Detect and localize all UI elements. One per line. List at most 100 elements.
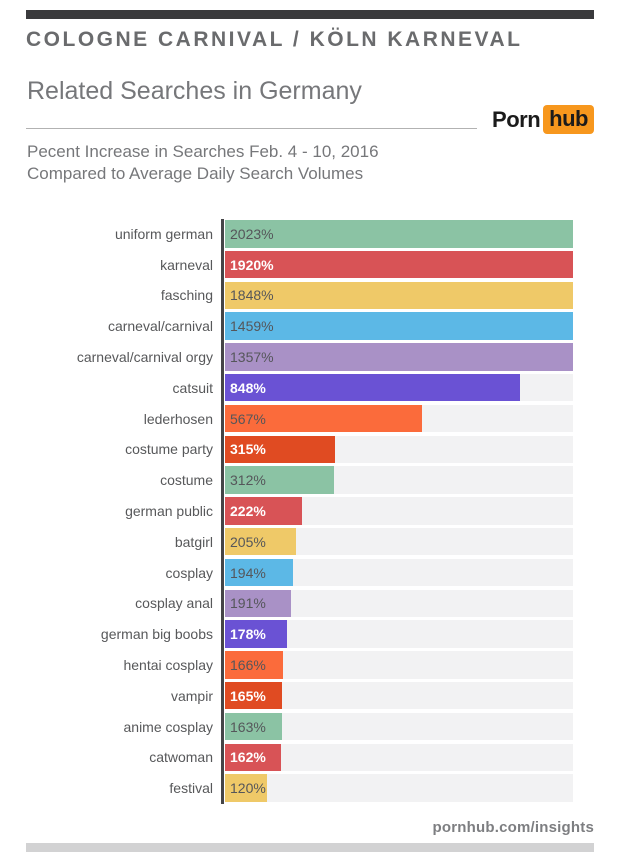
value-label: 315% [230,441,266,458]
value-label: 2023% [230,225,274,242]
bar-track: 567% [225,404,573,433]
bar: 848% [225,373,521,402]
value-label: 848% [230,379,266,396]
chart-row: lederhosen 567% [26,404,573,433]
chart-row: hentai cosplay 166% [26,651,573,679]
bar: 2023% [225,220,573,248]
category-label: costume [160,472,213,489]
bar-track: 1459% [225,312,573,340]
value-label: 194% [230,564,266,581]
category-label: german public [125,502,213,519]
chart-row: carneval/carnival orgy 1357% [26,343,573,371]
bar: 166% [225,651,283,679]
value-label: 178% [230,626,266,643]
chart-row: festival 120% [26,774,573,802]
bar: 1920% [225,250,573,279]
bar-track: 315% [225,435,573,464]
divider-rule [26,128,477,129]
bar-track: 165% [225,681,573,710]
value-label: 1459% [230,318,274,335]
bar: 312% [225,466,334,494]
bottom-accent-bar [26,843,594,852]
value-label: 1920% [230,256,274,273]
bar-track: 205% [225,527,573,556]
value-label: 222% [230,502,266,519]
category-label: fasching [160,287,213,304]
category-label: catsuit [172,379,213,396]
bar-track: 1357% [225,343,573,371]
top-accent-bar [26,10,594,19]
bar: 165% [225,681,283,710]
description-line-1: Pecent Increase in Searches Feb. 4 - 10,… [27,142,379,161]
bar-track: 166% [225,651,573,679]
chart-row: batgirl 205% [26,527,573,556]
category-label: festival [169,780,213,797]
bar-track: 162% [225,743,573,772]
bar: 178% [225,620,287,648]
chart-row: catsuit 848% [26,373,573,402]
chart-row: carneval/carnival 1459% [26,312,573,340]
logo-text-porn: Porn [492,106,541,132]
bar: 163% [225,712,282,741]
category-label: german big boobs [100,626,213,643]
category-label: batgirl [174,533,213,550]
bar: 1459% [225,312,573,340]
description-line-2: Compared to Average Daily Search Volumes [27,164,364,183]
value-label: 567% [230,410,266,427]
chart-row: catwoman 162% [26,743,573,772]
bar-track: 163% [225,712,573,741]
value-label: 165% [230,687,266,704]
value-label: 205% [230,533,266,550]
chart-row: uniform german 2023% [26,220,573,248]
bar: 567% [225,404,423,433]
footer-link: pornhub.com/insights [432,819,594,836]
bar: 162% [225,743,282,772]
category-label: carneval/carnival [107,318,213,335]
page-title: COLOGNE CARNIVAL / KÖLN KARNEVAL [26,28,523,51]
value-label: 163% [230,718,266,735]
value-label: 120% [230,780,266,797]
bar-track: 2023% [225,220,573,248]
category-label: cosplay anal [135,595,213,612]
bar: 120% [225,774,267,802]
bar-chart: uniform german 2023% karneval 1920% fasching… [26,220,573,802]
category-label: anime cosplay [123,718,214,735]
bar: 222% [225,497,303,525]
value-label: 162% [230,749,266,766]
page-subtitle: Related Searches in Germany [27,77,362,105]
bar: 194% [225,558,293,587]
category-label: uniform german [114,225,213,242]
bar-track: 1848% [225,281,573,310]
chart-row: anime cosplay 163% [26,712,573,741]
bar: 315% [225,435,335,464]
value-label: 166% [230,656,266,673]
chart-row: german big boobs 178% [26,620,573,648]
bar-track: 848% [225,373,573,402]
value-label: 312% [230,472,266,489]
bar: 1848% [225,281,573,310]
chart-row: costume 312% [26,466,573,494]
category-label: lederhosen [143,410,213,427]
bar-track: 178% [225,620,573,648]
bar-track: 222% [225,497,573,525]
category-label: costume party [125,441,213,458]
category-label: cosplay [165,564,213,581]
chart-row: costume party 315% [26,435,573,464]
chart-row: karneval 1920% [26,250,573,279]
category-label: hentai cosplay [123,656,213,673]
chart-description: Pecent Increase in Searches Feb. 4 - 10,… [27,141,379,185]
value-label: 191% [230,595,266,612]
bar-track: 191% [225,589,573,618]
bar: 205% [225,527,297,556]
chart-row: fasching 1848% [26,281,573,310]
bar-track: 120% [225,774,573,802]
value-label: 1357% [230,348,274,365]
bar-track: 312% [225,466,573,494]
chart-row: vampir 165% [26,681,573,710]
category-label: carneval/carnival orgy [76,348,213,365]
logo-hub-badge: hub [543,105,594,134]
value-label: 1848% [230,287,274,304]
category-label: vampir [170,687,213,704]
chart-row: cosplay 194% [26,558,573,587]
pornhub-logo: Porn hub [492,105,594,134]
